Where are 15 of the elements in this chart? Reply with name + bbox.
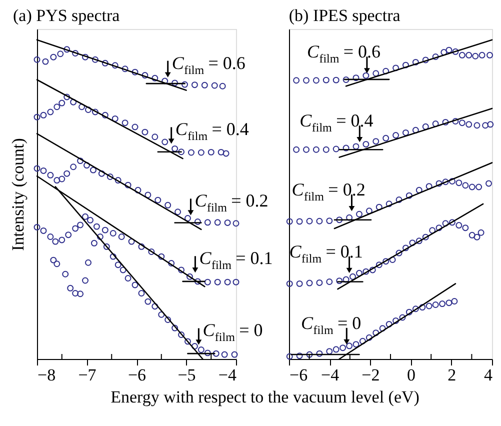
y-axis-title: Intensity (count) <box>8 138 28 251</box>
chart-title: (b) IPES spectra <box>288 6 401 25</box>
x-tick-label: −2 <box>362 366 380 384</box>
x-tick-label: −4 <box>218 366 237 384</box>
x-tick-label: 4 <box>484 366 493 384</box>
x-tick-label: 2 <box>448 366 456 384</box>
x-tick-label: −4 <box>321 366 340 384</box>
x-tick-label: −6 <box>128 366 146 384</box>
chart-title: (a) PYS spectra <box>13 6 120 25</box>
x-tick-label: −7 <box>78 366 97 384</box>
x-tick-label: −6 <box>290 366 308 384</box>
x-tick-label: −5 <box>178 366 196 384</box>
x-axis-title: Energy with respect to the vacuum level (eV) <box>110 388 420 406</box>
x-tick-label: 0 <box>407 366 416 384</box>
x-tick-label: −8 <box>38 366 56 384</box>
